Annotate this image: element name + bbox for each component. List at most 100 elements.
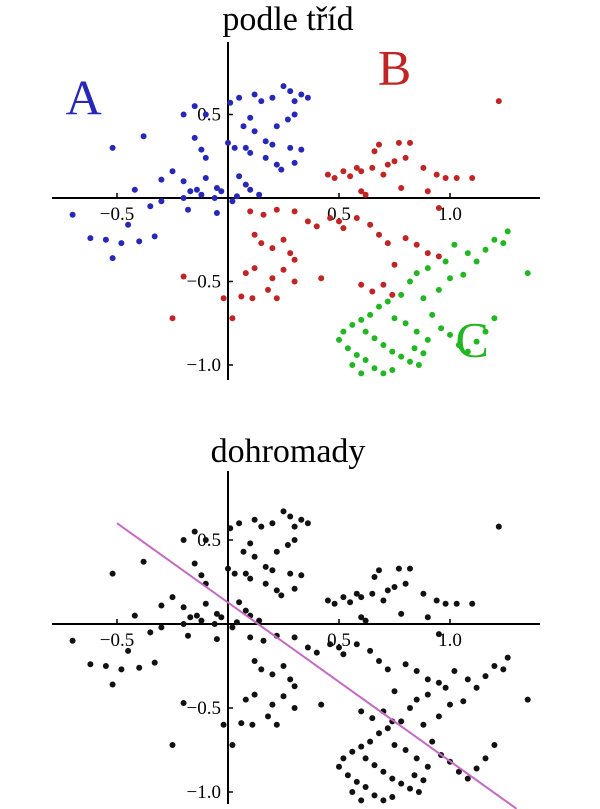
data-point <box>371 574 378 580</box>
data-point <box>247 575 254 582</box>
data-point <box>242 270 249 277</box>
data-point <box>453 600 460 607</box>
data-point <box>384 240 391 247</box>
data-point <box>380 281 387 288</box>
data-point <box>136 664 143 671</box>
data-point <box>420 721 427 728</box>
data-point <box>424 265 431 272</box>
data-point <box>371 762 378 769</box>
data-point <box>211 621 218 627</box>
data-point <box>395 565 402 572</box>
y-tick-label: −1.0 <box>187 355 221 376</box>
data-point <box>424 691 431 698</box>
data-point <box>398 353 405 360</box>
data-point <box>291 159 298 166</box>
data-point <box>169 742 176 748</box>
data-point <box>380 768 387 775</box>
data-point <box>247 540 254 547</box>
data-point <box>291 111 298 118</box>
data-point <box>340 651 347 658</box>
data-point <box>473 258 480 265</box>
data-point <box>236 94 243 101</box>
data-point <box>369 590 376 597</box>
data-point <box>429 311 436 318</box>
data-point <box>398 780 405 787</box>
data-point <box>353 352 360 358</box>
data-point <box>202 175 209 181</box>
data-point <box>420 295 427 302</box>
data-point <box>369 715 376 722</box>
data-point <box>109 255 116 262</box>
data-point <box>415 362 422 368</box>
data-point <box>185 206 191 213</box>
data-point <box>180 537 187 543</box>
data-point <box>384 161 391 168</box>
data-point <box>362 357 369 363</box>
data-point <box>262 563 269 570</box>
data-point <box>287 676 294 683</box>
x-tick-label: 0.5 <box>327 630 351 651</box>
data-point <box>344 345 351 352</box>
data-point <box>369 288 376 295</box>
data-point <box>291 705 298 711</box>
data-point <box>291 683 298 690</box>
data-point <box>398 185 405 191</box>
data-point <box>304 644 311 651</box>
x-tick-label: 0.5 <box>327 204 351 225</box>
data-point <box>269 275 276 282</box>
data-point <box>413 668 420 674</box>
data-point <box>451 241 458 248</box>
data-point <box>269 701 276 708</box>
data-point <box>273 721 280 728</box>
data-point <box>291 256 298 263</box>
data-point <box>180 273 187 280</box>
data-point <box>424 188 431 195</box>
data-point <box>169 168 176 175</box>
data-point <box>185 632 191 639</box>
data-point <box>258 98 265 105</box>
tick-group: −0.5 0.5 1.0 0.5 −0.5 −1.0 <box>100 105 462 377</box>
data-point <box>269 141 276 148</box>
data-point <box>202 154 209 161</box>
data-point <box>180 700 187 706</box>
data-point <box>389 775 396 782</box>
data-point <box>460 271 467 278</box>
data-point <box>102 663 109 669</box>
data-point <box>269 520 276 527</box>
data-point <box>251 265 258 272</box>
data-point <box>336 763 342 770</box>
data-point <box>225 565 231 572</box>
data-point <box>358 168 365 175</box>
data-point <box>242 144 249 151</box>
data-point <box>193 612 200 619</box>
data-point <box>347 173 354 180</box>
data-point <box>362 328 369 335</box>
data-point <box>242 696 249 703</box>
data-point <box>273 295 280 302</box>
data-point <box>191 103 198 110</box>
data-point <box>125 221 132 228</box>
combined-scatter-chart: dohromady −0.5 0.5 1.0 0.5 −0.5 −1.0 <box>52 433 540 809</box>
data-point <box>331 600 338 607</box>
data-point <box>273 123 280 130</box>
axes <box>52 42 540 380</box>
y-tick-label: −0.5 <box>187 698 221 719</box>
data-point <box>376 303 382 310</box>
data-point <box>193 186 200 193</box>
data-point <box>482 673 489 680</box>
y-tick-label: −0.5 <box>187 272 221 293</box>
data-point <box>349 362 356 368</box>
data-point <box>473 338 480 345</box>
data-point <box>420 164 427 171</box>
data-point <box>313 649 320 656</box>
data-point <box>495 523 502 530</box>
data-point <box>304 94 311 101</box>
data-point <box>384 666 391 673</box>
data-point <box>236 599 243 606</box>
data-point <box>347 599 354 606</box>
data-point <box>218 188 225 195</box>
data-point <box>491 315 498 322</box>
data-point <box>413 241 420 248</box>
data-point <box>376 231 382 238</box>
data-point <box>287 513 294 520</box>
